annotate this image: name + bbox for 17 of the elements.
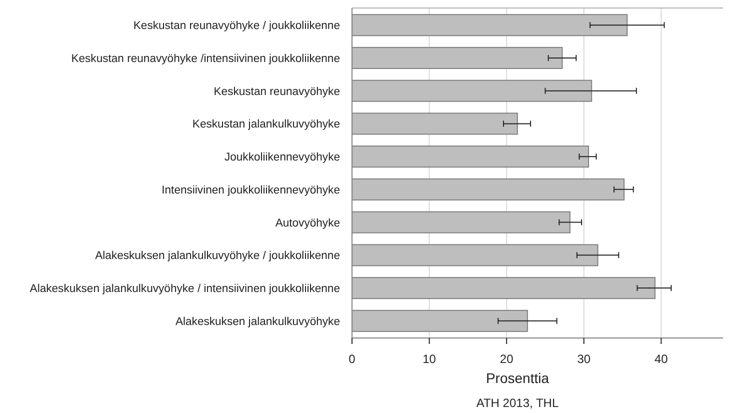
y-tick-label: Keskustan reunavyöhyke /intensiivinen joukkoliikenne [71, 52, 340, 65]
y-tick-label: Keskustan jalankulkuvyöhyke [192, 118, 340, 131]
y-tick-label: Alakeskuksen jalankulkuvyöhyke / intensiivinen joukkoliikenne [30, 282, 340, 295]
y-tick-label: Autovyöhyke [275, 217, 340, 230]
y-tick-label: Alakeskuksen jalankulkuvyöhyke [175, 316, 340, 328]
y-tick-label: Intensiivinen joukkoliikennevyöhyke [162, 184, 340, 196]
text: ATH 2013, THL [476, 396, 559, 410]
x-tick-label: 30 [577, 352, 591, 366]
x-axis-title: Prosenttia [486, 370, 550, 386]
x-tick-label: 40 [654, 352, 668, 366]
x-tick-label: 0 [348, 352, 356, 366]
y-tick-label: Alakeskuksen jalankulkuvyöhyke / joukkoliikenne [95, 250, 340, 262]
x-tick-label: 20 [500, 352, 514, 366]
y-tick-label: Joukkoliikennevyöhyke [224, 152, 340, 164]
y-tick-label: Keskustan reunavyöhyke / joukkoliikenne [133, 20, 340, 32]
y-tick-label: Keskustan reunavyöhyke [214, 86, 340, 98]
x-tick-label: 10 [422, 352, 436, 366]
